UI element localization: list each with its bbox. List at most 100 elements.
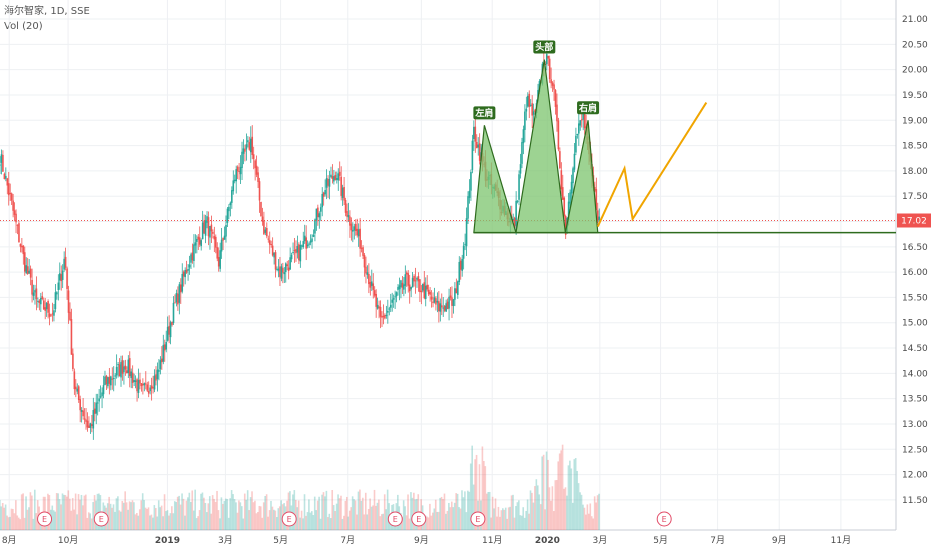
volume-bar: [136, 513, 138, 530]
earnings-event-marker[interactable]: [281, 511, 297, 527]
earnings-event-marker[interactable]: [470, 511, 486, 527]
volume-bar: [585, 514, 587, 530]
candle-body: [115, 366, 118, 376]
left-shoulder-tag[interactable]: [473, 106, 496, 120]
volume-bar: [316, 500, 319, 530]
candle-body: [287, 267, 290, 271]
volume-bar: [410, 492, 412, 530]
candle-body: [22, 245, 25, 255]
candle-body: [10, 193, 13, 201]
left-shoulder-shape[interactable]: [473, 125, 517, 234]
volume-bar: [241, 506, 243, 530]
candle-body: [161, 358, 163, 363]
volume-bar: [493, 508, 495, 530]
time-tick-label: 5月: [653, 535, 668, 546]
volume-bar: [48, 495, 51, 530]
volume-bar: [165, 511, 167, 530]
candle-body: [387, 310, 389, 313]
volume-bar: [474, 459, 476, 530]
candle-body: [226, 208, 229, 223]
volume-indicator-label[interactable]: Vol (20): [4, 21, 43, 32]
candle-body: [169, 322, 172, 338]
volume-bar: [542, 454, 545, 530]
candle-body: [244, 148, 246, 152]
volume-bar: [109, 503, 112, 530]
candle-body: [217, 257, 220, 267]
candle-body: [34, 290, 36, 293]
earnings-event-marker[interactable]: [37, 511, 53, 527]
candle-body: [283, 272, 286, 275]
earnings-event-marker[interactable]: [411, 511, 427, 527]
volume-bar: [588, 513, 590, 530]
volume-bar: [380, 514, 383, 530]
volume-bar: [430, 515, 433, 530]
volume-bar: [411, 497, 414, 530]
volume-bar: [348, 510, 351, 530]
candle-body: [210, 224, 213, 232]
volume-bar: [459, 508, 462, 530]
volume-bar: [445, 513, 447, 530]
earnings-event-marker[interactable]: [387, 511, 403, 527]
volume-bar: [187, 497, 189, 530]
volume-bar: [216, 490, 218, 530]
time-tick-label: 2020: [535, 536, 560, 546]
candle-body: [389, 304, 392, 308]
earnings-event-marker[interactable]: [656, 511, 672, 527]
volume-bar: [168, 515, 170, 530]
candle-body: [60, 274, 63, 282]
volume-bar: [313, 496, 316, 530]
volume-bar: [257, 512, 259, 530]
candle-body: [102, 385, 105, 395]
volume-bar: [478, 464, 481, 530]
volume-bar: [555, 480, 558, 530]
right-shoulder-shape[interactable]: [564, 120, 599, 234]
volume-bar: [440, 496, 443, 530]
time-tick-label: 7月: [340, 535, 355, 546]
candle-body: [158, 369, 160, 372]
volume-bar: [319, 518, 322, 530]
volume-bar: [518, 500, 520, 530]
symbol-label[interactable]: 海尔智家, 1D, SSE: [4, 6, 90, 17]
volume-bar: [583, 507, 586, 530]
volume-bar: [197, 516, 199, 530]
head-tag[interactable]: [533, 40, 556, 54]
candle-body: [263, 220, 265, 235]
candle-body: [451, 297, 453, 306]
projection-path[interactable]: [596, 102, 708, 227]
volume-bar: [268, 510, 271, 530]
candle-body: [397, 287, 399, 290]
volume-bar: [6, 515, 8, 530]
volume-bar: [293, 490, 296, 530]
earnings-event-label: E: [662, 515, 667, 524]
volume-bar: [9, 516, 11, 530]
candle-body: [343, 187, 345, 201]
volume-bar: [230, 490, 233, 530]
volume-bar: [506, 518, 508, 530]
candle-body: [193, 244, 195, 261]
volume-bar: [198, 510, 201, 530]
candle-body: [231, 190, 233, 203]
candle-body: [376, 304, 379, 309]
candle-body: [362, 247, 364, 256]
price-tick-label: 20.00: [902, 66, 928, 76]
candle-body: [560, 170, 563, 190]
volume-bar: [133, 502, 135, 530]
right-shoulder-tag[interactable]: [577, 101, 600, 115]
candle-body: [146, 384, 149, 391]
candle-body: [550, 79, 552, 84]
volume-bar: [331, 489, 334, 530]
volume-bar: [150, 514, 153, 530]
candle-body: [340, 176, 342, 196]
candle-body: [359, 228, 361, 249]
candle-body: [595, 189, 598, 211]
candle-body: [48, 313, 51, 317]
volume-bar: [15, 500, 17, 530]
volume-bar: [360, 500, 363, 530]
earnings-event-marker[interactable]: [93, 511, 109, 527]
volume-bar: [243, 493, 246, 530]
volume-bar: [121, 500, 124, 530]
volume-bar: [96, 493, 99, 530]
candle-body: [150, 385, 153, 389]
volume-bar: [453, 502, 456, 530]
